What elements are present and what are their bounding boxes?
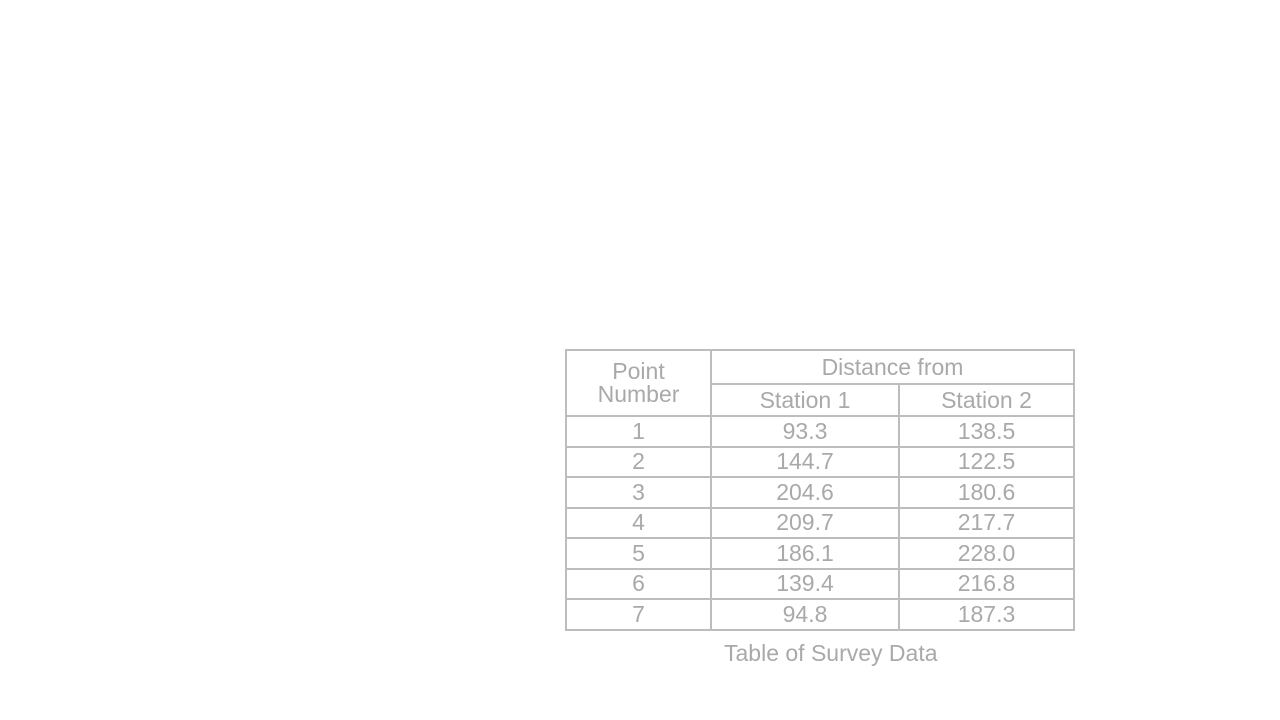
table-row: 6 139.4 216.8 bbox=[565, 567, 1075, 600]
cell-station-2: 228.0 bbox=[898, 537, 1075, 570]
cell-station-1: 204.6 bbox=[710, 476, 900, 509]
table-row: 1 93.3 138.5 bbox=[565, 415, 1075, 448]
cell-station-1: 186.1 bbox=[710, 537, 900, 570]
cell-station-1: 144.7 bbox=[710, 445, 900, 478]
cell-station-1: 209.7 bbox=[710, 506, 900, 539]
cell-point: 1 bbox=[565, 415, 712, 448]
table-row: 7 94.8 187.3 bbox=[565, 598, 1075, 631]
header-point-number: Point Number bbox=[565, 349, 712, 417]
cell-station-2: 216.8 bbox=[898, 567, 1075, 600]
survey-data-table: Point Number Distance from Station 1 Sta… bbox=[565, 349, 1075, 631]
cell-point: 5 bbox=[565, 537, 712, 570]
header-point-line2: Number bbox=[597, 381, 680, 407]
header-point-line1: Point bbox=[612, 358, 665, 384]
header-station-2: Station 2 bbox=[898, 383, 1075, 417]
cell-point: 2 bbox=[565, 445, 712, 478]
cell-station-1: 139.4 bbox=[710, 567, 900, 600]
table-row: 4 209.7 217.7 bbox=[565, 506, 1075, 539]
cell-station-2: 122.5 bbox=[898, 445, 1075, 478]
table-caption: Table of Survey Data bbox=[724, 640, 938, 666]
header-station-1: Station 1 bbox=[710, 383, 900, 417]
cell-station-2: 187.3 bbox=[898, 598, 1075, 631]
table-row: 2 144.7 122.5 bbox=[565, 445, 1075, 478]
cell-point: 6 bbox=[565, 567, 712, 600]
cell-station-1: 94.8 bbox=[710, 598, 900, 631]
cell-station-1: 93.3 bbox=[710, 415, 900, 448]
cell-point: 3 bbox=[565, 476, 712, 509]
cell-station-2: 138.5 bbox=[898, 415, 1075, 448]
cell-point: 4 bbox=[565, 506, 712, 539]
table-row: 5 186.1 228.0 bbox=[565, 537, 1075, 570]
cell-station-2: 217.7 bbox=[898, 506, 1075, 539]
header-distance-from: Distance from bbox=[710, 349, 1075, 385]
cell-station-2: 180.6 bbox=[898, 476, 1075, 509]
table-row: 3 204.6 180.6 bbox=[565, 476, 1075, 509]
cell-point: 7 bbox=[565, 598, 712, 631]
